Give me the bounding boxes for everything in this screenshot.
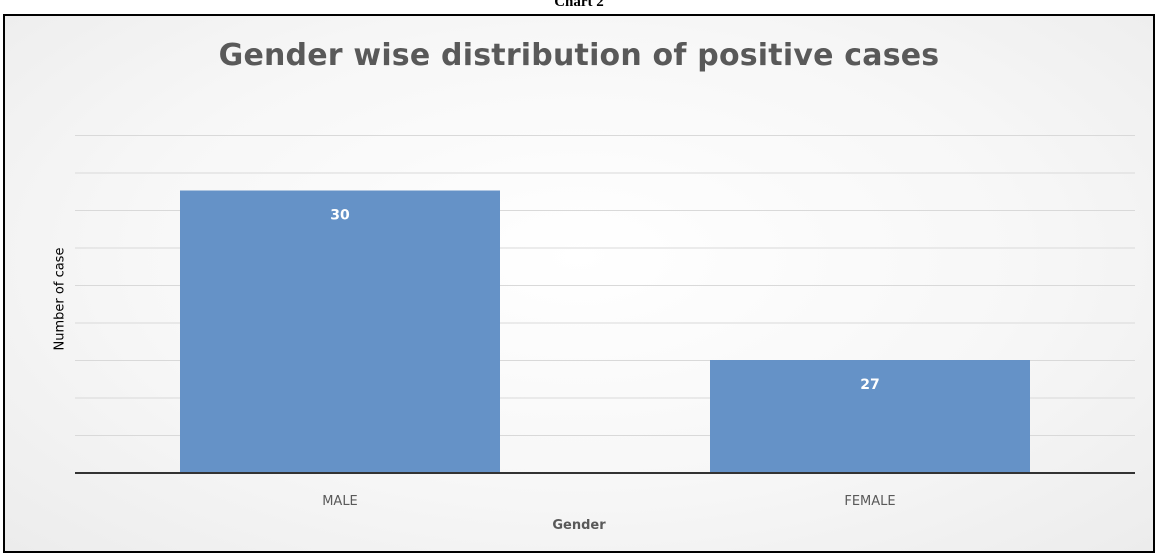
figure-caption: Chart 2 [554, 0, 604, 10]
chart-plot-area: 30 27 MALE FEMALE [75, 135, 1135, 509]
data-label-female: 27 [860, 377, 879, 393]
x-axis-label: Gender [552, 518, 606, 533]
data-label-male: 30 [330, 208, 350, 224]
chart-frame: Gender wise distribution of positive cas… [3, 14, 1155, 553]
x-tick-label-female: FEMALE [844, 494, 895, 509]
x-axis: MALE FEMALE [75, 472, 1135, 509]
chart-title: Gender wise distribution of positive cas… [218, 38, 940, 73]
bar-female [710, 360, 1030, 473]
x-tick-label-male: MALE [322, 494, 358, 509]
bars: 30 27 [180, 190, 1030, 473]
bar-male [180, 190, 500, 473]
